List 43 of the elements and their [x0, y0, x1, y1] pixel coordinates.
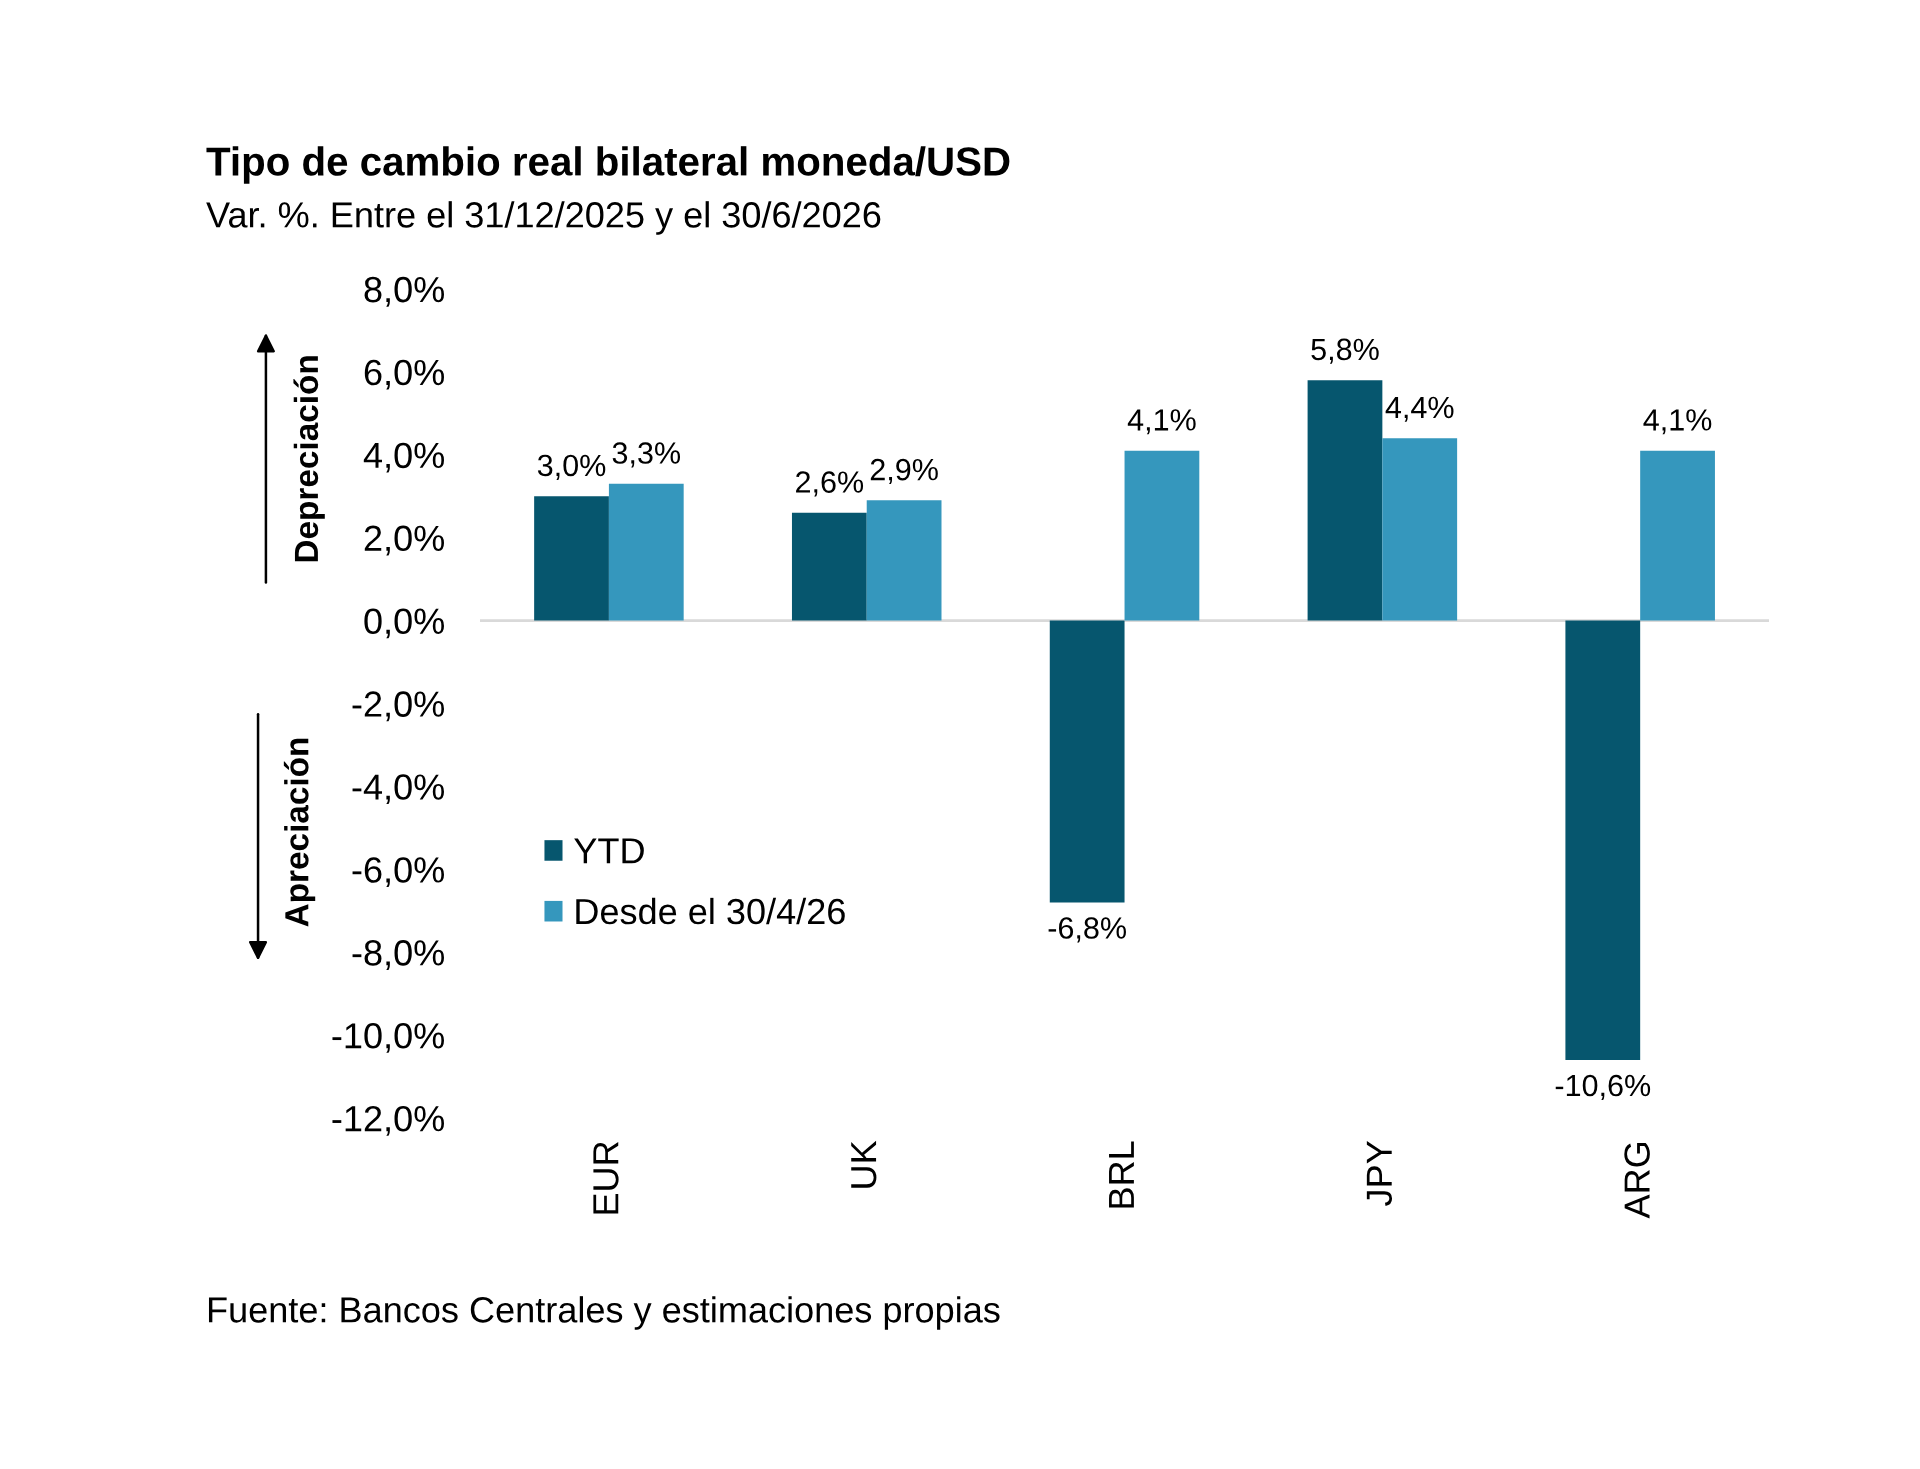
x-tick-label: BRL	[1109, 1141, 1134, 1208]
data-label: 3,3%	[612, 442, 681, 468]
source-note: Fuente: Bancos Centrales y estimaciones propias	[208, 1296, 1000, 1330]
x-tick-label: JPY	[1366, 1141, 1393, 1206]
data-label: 4,1%	[1643, 409, 1712, 435]
data-label: 5,8%	[1311, 338, 1379, 364]
y-tick-label: -12,0%	[332, 1105, 444, 1136]
y-tick-label: -2,0%	[352, 691, 444, 722]
bar	[1124, 450, 1200, 621]
data-label: 2,9%	[870, 458, 938, 485]
data-label: -10,6%	[1555, 1074, 1651, 1100]
bar	[1565, 620, 1641, 1061]
text: Depreciación	[293, 356, 325, 562]
bar	[1640, 450, 1715, 621]
bar	[608, 483, 684, 621]
data-label: 4,4%	[1385, 396, 1454, 422]
x-tick-label: UK	[851, 1140, 877, 1188]
x-tick-label: ARG	[1624, 1142, 1650, 1219]
bar	[866, 500, 942, 621]
y-tick-label: -10,0%	[332, 1023, 444, 1053]
y-tick-label: 6,0%	[364, 359, 444, 390]
bar	[534, 496, 609, 621]
data-label: 4,1%	[1127, 409, 1196, 435]
legend-label: Desde el 30/4/26	[576, 897, 845, 925]
x-tick-label: EUR	[593, 1141, 619, 1214]
y-tick-label: 4,0%	[363, 442, 444, 473]
bar	[1049, 620, 1125, 903]
chart-subtitle: Var. %. Entre el 31/12/2025 y el 30/6/2026	[206, 201, 881, 235]
y-tick-label: 2,0%	[364, 525, 444, 556]
y-tick-label: -8,0%	[352, 940, 444, 970]
y-tick-label: 0,0%	[364, 608, 444, 639]
data-label: -6,8%	[1048, 917, 1126, 943]
legend-label: YTD	[574, 838, 644, 864]
bar	[791, 512, 867, 621]
bar	[1307, 380, 1383, 621]
chart-title: Tipo de cambio real bilateral moneda/USD	[206, 146, 1010, 184]
bar	[1382, 438, 1458, 621]
data-label: 3,0%	[537, 454, 606, 480]
y-tick-label: 8,0%	[364, 276, 444, 307]
y-tick-label: -4,0%	[352, 774, 444, 805]
y-tick-label: -6,0%	[352, 857, 444, 888]
text: Apreciación	[283, 738, 316, 927]
data-label: 2,6%	[796, 471, 864, 497]
